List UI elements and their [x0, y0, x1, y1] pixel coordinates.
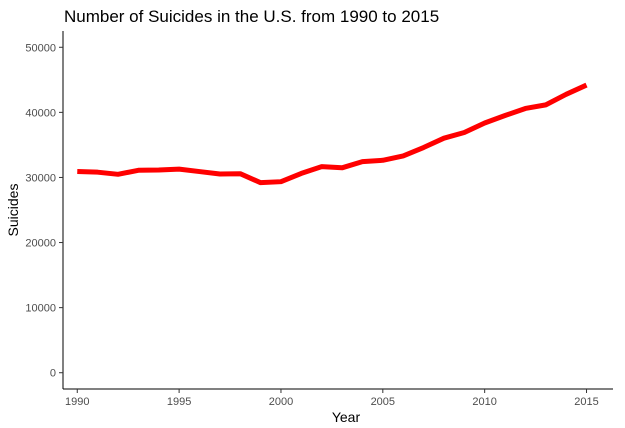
series-group	[77, 82, 588, 186]
x-tick-label: 2010	[472, 396, 496, 408]
x-axis-title: Year	[332, 409, 361, 425]
y-tick-label: 20000	[25, 238, 56, 250]
y-tick-label: 0	[50, 368, 56, 380]
x-tick-label: 2000	[269, 396, 293, 408]
series-line	[77, 82, 588, 186]
y-tick-label: 50000	[25, 42, 56, 54]
x-tick-label: 2005	[371, 396, 395, 408]
y-tick-label: 10000	[25, 303, 56, 315]
x-tick-label: 1995	[167, 396, 191, 408]
chart-title: Number of Suicides in the U.S. from 1990…	[64, 7, 439, 26]
y-tick-label: 40000	[25, 107, 56, 119]
y-axis: 0 10000 20000 30000 40000 50000	[25, 31, 64, 389]
x-tick-label: 1990	[65, 396, 89, 408]
x-tick-label: 2015	[574, 396, 598, 408]
x-axis: 1990 1995 2000 2005 2010 2015	[63, 388, 613, 408]
y-tick-label: 30000	[25, 172, 56, 184]
y-axis-title: Suicides	[5, 184, 21, 237]
